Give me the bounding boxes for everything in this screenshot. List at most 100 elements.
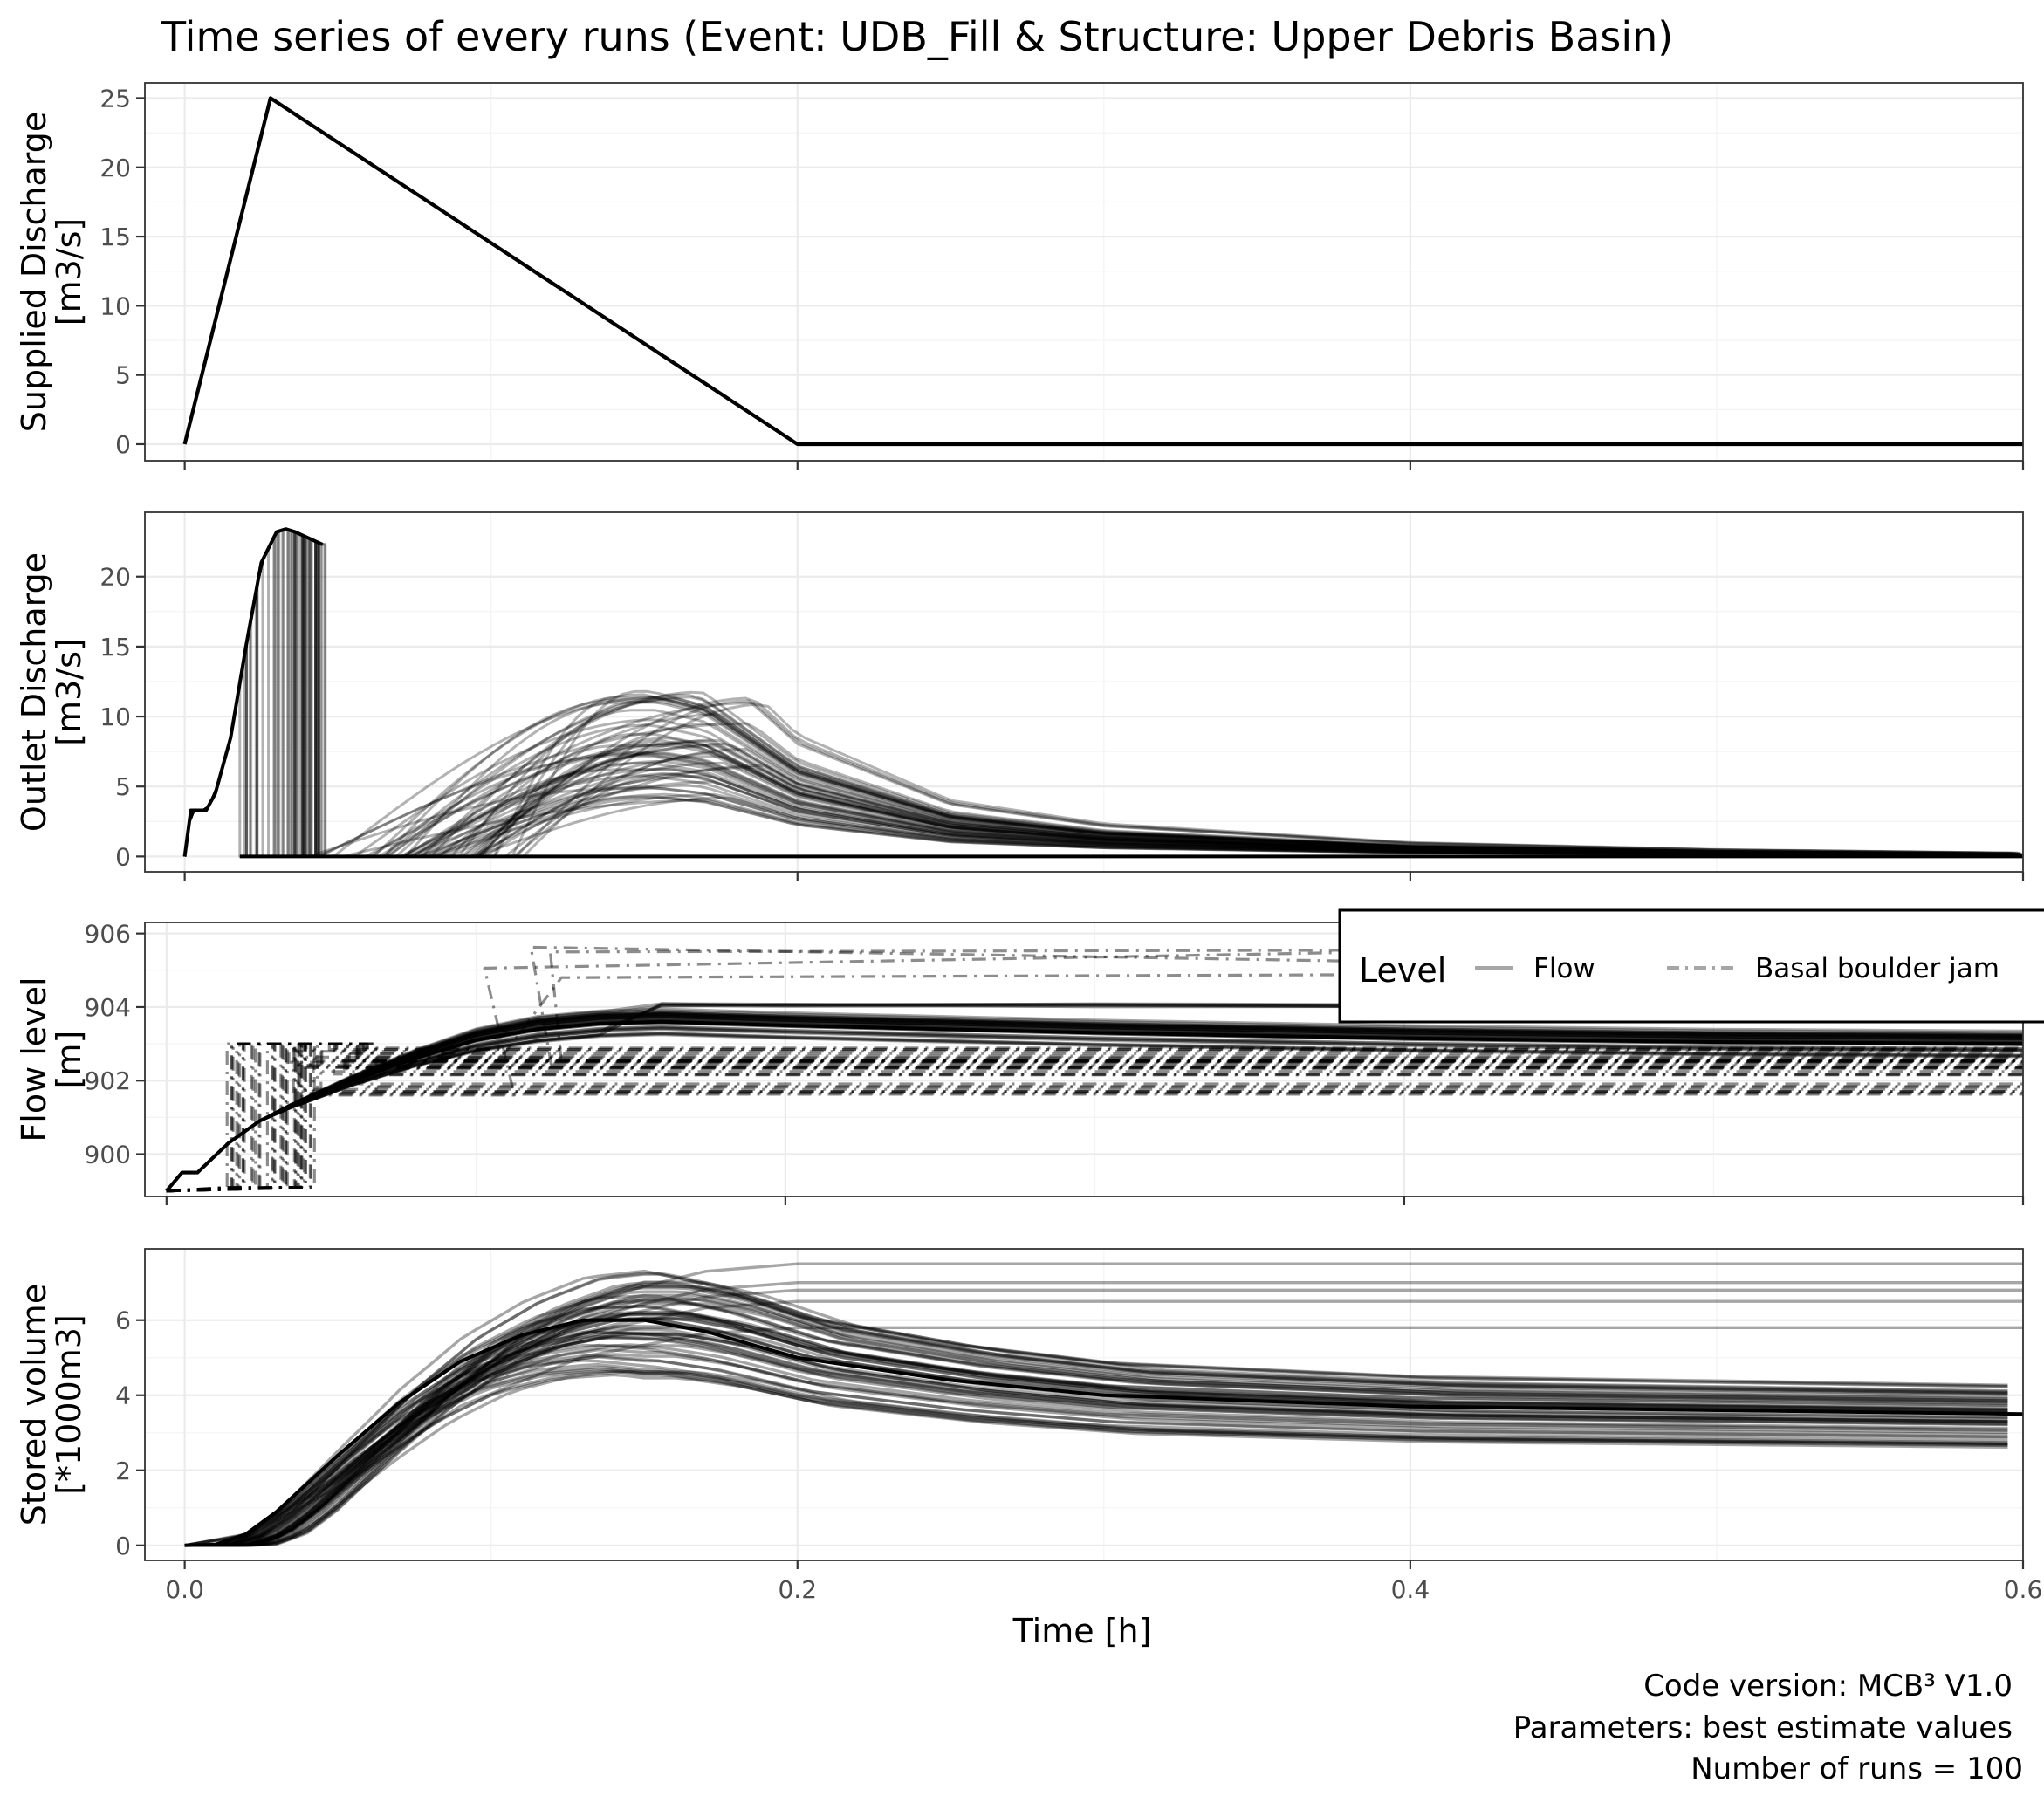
y-tick-label: 15 (99, 223, 131, 251)
panel-outlet-discharge: 0 5 10 15 20 Outlet Discharge[m3/s] (15, 511, 2025, 881)
series-line-jam-run (166, 1042, 2023, 1193)
series-line-outlet-run (183, 682, 2013, 858)
series-line-volume-retained (184, 1288, 2023, 1547)
series-line-volume-run (184, 1313, 2008, 1547)
series-line-jam-run (166, 1042, 2023, 1193)
series-line-outlet-run (183, 536, 2013, 858)
series-line-outlet-run (183, 527, 2016, 858)
series-line-volume-run (184, 1272, 2008, 1547)
panel-frame (144, 511, 2024, 873)
series-line-outlet-run (183, 527, 2020, 858)
series-line-supplied-discharge (182, 96, 2023, 447)
series-line-volume-run (184, 1293, 2008, 1547)
series-line-outlet-run (183, 528, 2017, 858)
series-line-volume-run (184, 1298, 2008, 1547)
series-line-outlet-run (183, 623, 2020, 858)
gridlines (145, 83, 2025, 461)
series-line-jam-run (166, 1042, 2023, 1193)
y-axis-label-line: [m] (50, 1031, 88, 1089)
series-line-volume-run (184, 1311, 2008, 1547)
chart-title: Time series of every runs (Event: UDB_Fi… (161, 13, 1673, 60)
series-line-volume-run (184, 1311, 2008, 1547)
series-line-outlet-run (183, 559, 2016, 858)
series-line-volume-run (184, 1269, 2008, 1547)
series-line-jam-run (166, 1042, 2023, 1193)
series-line-volume-run (184, 1331, 2008, 1547)
series-line-outlet-run (183, 530, 2013, 858)
panel-frame (144, 1248, 2024, 1561)
y-axis-label-line: Outlet Discharge (15, 552, 53, 832)
series-line-volume-run (184, 1305, 2008, 1547)
y-tick-label: 906 (85, 920, 131, 949)
series-line-outlet-run (183, 527, 2023, 858)
series-line-jam-run (166, 945, 2023, 1193)
panel-frame (144, 922, 2024, 1197)
series-line-volume-run (184, 1280, 2008, 1547)
series-line-outlet-run (183, 546, 2020, 858)
series-line-volume-run (184, 1272, 2008, 1547)
series-line-outlet-run (183, 527, 2014, 858)
series-line-volume-run (184, 1316, 2008, 1547)
series-line-jam-run (166, 1042, 2023, 1193)
series-line-outlet-run (183, 641, 2013, 858)
series-line-jam-run (166, 1042, 2023, 1193)
y-tick-label: 6 (115, 1306, 131, 1335)
series-line-outlet-run (183, 527, 2016, 858)
series-line-volume-run (184, 1354, 2008, 1547)
panel-frame (144, 82, 2024, 462)
series-line-volume-run (184, 1334, 2008, 1547)
plot-area (182, 527, 2023, 859)
series-line-volume-retained (184, 1299, 2023, 1547)
series-line-outlet-run (183, 527, 2014, 858)
series-line-jam-run (166, 1042, 2023, 1193)
y-tick-label: 10 (99, 291, 131, 320)
y-axis-label: Flow level[m] (15, 977, 88, 1141)
y-tick-label: 902 (85, 1066, 131, 1095)
series-line-jam-run (166, 1042, 2023, 1193)
series-line-volume-run (184, 1369, 2008, 1547)
series-line-volume-run (184, 1343, 2008, 1547)
y-tick-label: 900 (85, 1141, 131, 1169)
series-line-jam-run (166, 1042, 2023, 1193)
y-tick-label: 4 (115, 1381, 131, 1410)
panel-supplied-discharge: 0 5 10 15 20 25 Supplied Discharge[m3/s] (15, 82, 2025, 470)
series-line-volume-run (184, 1348, 2008, 1547)
legend-box (1338, 908, 2044, 1024)
series-line-volume-run (184, 1334, 2008, 1547)
y-tick-label: 904 (85, 993, 131, 1022)
series-line-jam-run (166, 1042, 2023, 1193)
series-line-outlet-run (183, 527, 2023, 858)
series-line-jam-run (166, 1042, 2023, 1193)
series-line-outlet-run (183, 527, 2023, 858)
series-line-jam-run (166, 1042, 2023, 1193)
series-line-volume-run (184, 1305, 2008, 1547)
series-line-volume-run (184, 1281, 2008, 1547)
series-line-flow (165, 1019, 2023, 1192)
legend-label-flow: Flow (1533, 953, 1595, 984)
series-line-outlet-run (183, 527, 2017, 858)
series-line-jam-run (166, 1042, 2023, 1193)
y-axis-label: Supplied Discharge[m3/s] (15, 112, 88, 432)
y-axis-label-line: Stored volume (15, 1284, 53, 1525)
caption-code-version: Code version: MCB³ V1.0 (1643, 1669, 2013, 1704)
series-line-volume-run (184, 1333, 2008, 1547)
series-line-volume-run (184, 1369, 2008, 1547)
series-line-jam-run (166, 1042, 2023, 1193)
series-line-jam-run (166, 1042, 2023, 1193)
series-line-volume-run (184, 1343, 2008, 1547)
caption-number-of-runs: Number of runs = 100 (1691, 1752, 2023, 1786)
series-line-outlet-run (183, 531, 2017, 858)
y-tick-label: 5 (115, 772, 131, 801)
y-tick-label: 10 (99, 703, 131, 731)
y-axis-label-line: [*1000m3] (50, 1314, 88, 1495)
series-line-volume-run (184, 1313, 2008, 1547)
series-line-volume-run (184, 1299, 2008, 1547)
series-line-jam-run (166, 1042, 2023, 1193)
series-line-outlet-run (183, 583, 2019, 858)
y-tick-label: 0 (115, 430, 131, 459)
y-axis-label-line: [m3/s] (50, 218, 88, 326)
y-tick-label: 20 (99, 154, 131, 182)
series-line-jam-run (166, 1042, 2023, 1193)
series-line-volume-run (184, 1302, 2008, 1547)
